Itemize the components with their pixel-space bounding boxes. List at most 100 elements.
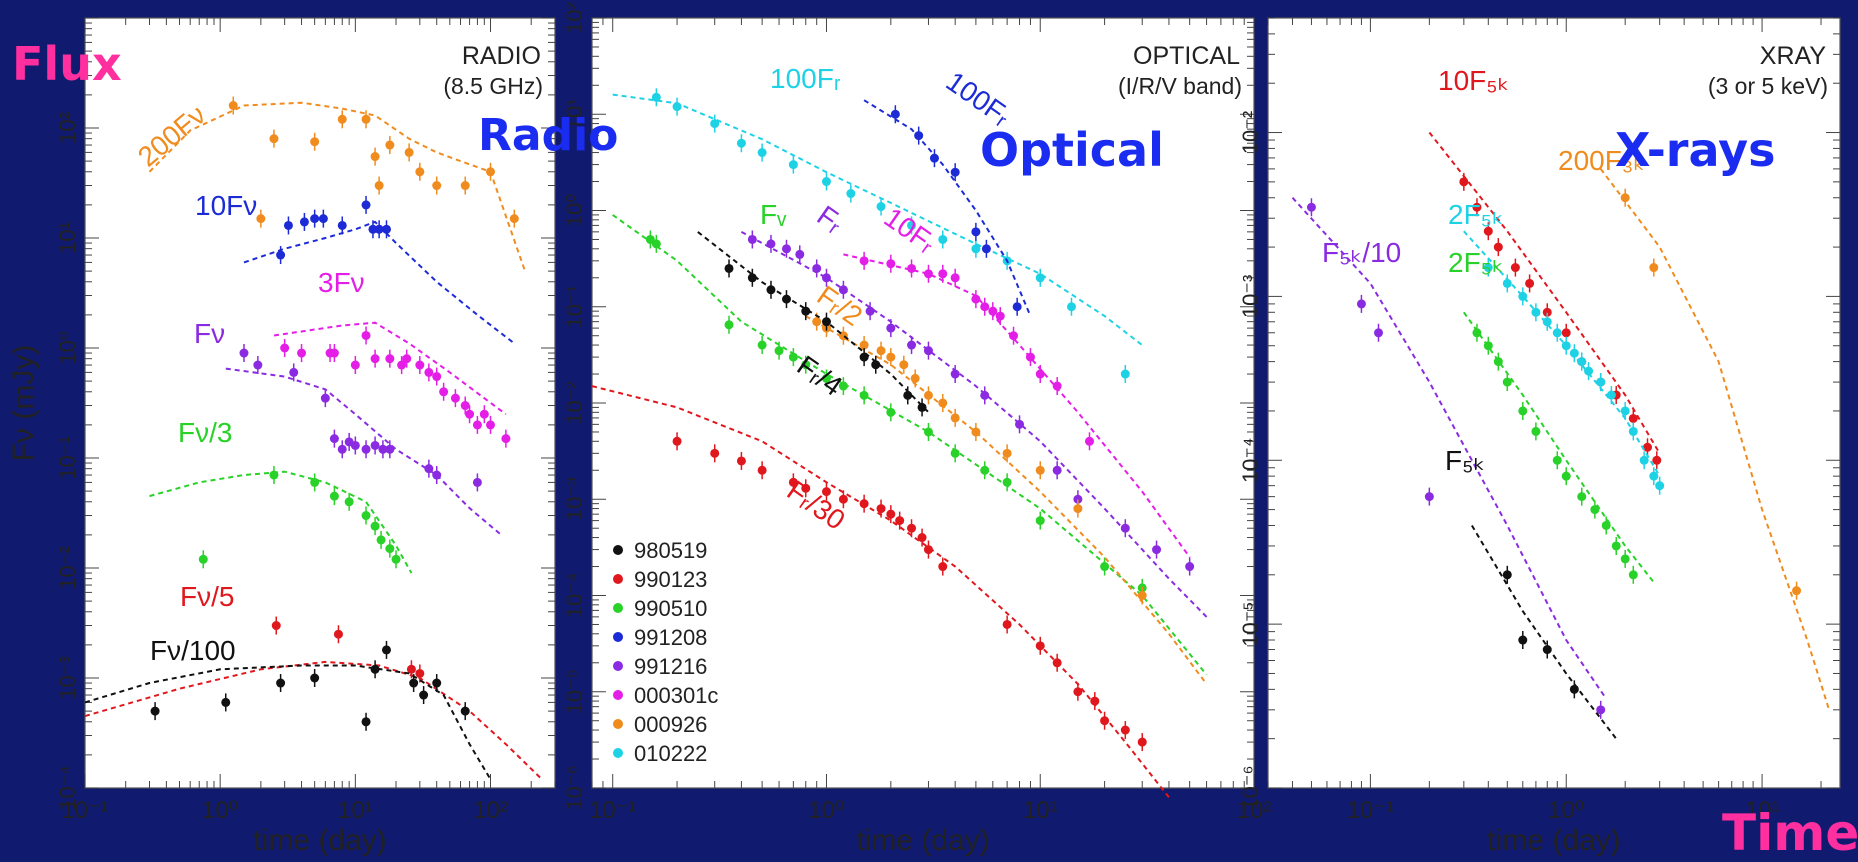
data-point [838,381,848,391]
data-point [1649,263,1659,273]
model-curve [84,660,543,781]
data-point [385,444,395,454]
data-point [950,413,960,423]
legend-entry: 990510 [634,596,707,621]
model-curve [740,231,1208,618]
data-point [310,137,320,147]
data-point [409,678,419,688]
data-point [397,360,407,370]
model-curve [273,321,507,416]
data-point [1483,263,1493,273]
legend-marker [613,603,623,613]
data-point [859,352,869,362]
data-point [1552,328,1562,338]
data-point [914,131,924,141]
data-point [432,678,442,688]
data-point [460,181,470,191]
data-point [821,487,831,497]
data-point [747,273,757,283]
xrays-overlay-label: X-rays [1615,123,1775,177]
data-point [980,390,990,400]
panel-subtitle: (8.5 GHz) [443,73,543,99]
data-point [757,148,767,158]
data-point [1792,586,1802,596]
series-label: Fν/3 [178,417,232,448]
data-point [1120,523,1130,533]
x-tick-label: 10⁻¹ [589,797,636,824]
data-point [801,483,811,493]
data-point [472,420,482,430]
data-point [838,494,848,504]
series-991208: 10Fν [195,190,515,345]
data-point [361,717,371,727]
y-tick-label: 10⁻⁵ [1238,602,1263,647]
data-point [320,393,330,403]
data-point [923,269,933,279]
data-point [310,673,320,683]
data-point [923,545,933,555]
data-point [1090,696,1100,706]
data-point [766,239,776,249]
data-point [1493,242,1503,252]
data-point [350,360,360,370]
data-point [781,294,791,304]
data-point [1620,406,1630,416]
data-point [910,373,920,383]
legend-entry: 000926 [634,712,707,737]
data-point [1552,455,1562,465]
model-curve [84,664,492,780]
legend-marker [613,632,623,642]
model-curve [612,93,1143,346]
data-point [1531,307,1541,317]
data-point [988,306,998,316]
data-point [460,401,470,411]
data-point [724,320,734,330]
data-point [1483,341,1493,351]
data-point [1510,263,1520,273]
data-point [1590,505,1600,515]
series-label: F₅ₖ/10 [1322,237,1401,268]
data-point [432,372,442,382]
data-point [370,152,380,162]
radio-panel: 10⁻¹ 10⁰ 10¹ 10² 10⁻⁴ 10⁻³ 10⁻² 10⁻¹ 10⁰ 10¹ 10² ti… [7,17,556,857]
y-tick-label: 10⁻⁴ [562,573,587,619]
x-tick-label: 10¹ [1023,797,1058,824]
data-point [788,352,798,362]
data-point [781,244,791,254]
panel-subtitle: (3 or 5 keV) [1708,73,1828,99]
panel-title: OPTICAL [1133,42,1240,70]
data-point [381,645,391,655]
data-point [736,138,746,148]
data-point [1035,369,1045,379]
data-point [1100,562,1110,572]
data-point [1459,177,1469,187]
data-point [1152,545,1162,555]
x-tick-label: 10⁻¹ [61,797,108,824]
data-point [736,456,746,466]
data-point [929,153,939,163]
data-point [917,402,927,412]
data-point [821,177,831,187]
data-point [385,354,395,364]
data-point [774,346,784,356]
data-point [1493,357,1503,367]
data-point [899,360,909,370]
y-tick-label: 10¹ [562,98,587,130]
data-point [329,348,339,358]
data-point [361,444,371,454]
data-point [1531,426,1541,436]
data-point [376,535,386,545]
data-point [1584,366,1594,376]
series-980519: F₅ₖ [1445,445,1617,740]
data-point [361,200,371,210]
data-point [980,465,990,475]
legend-marker [613,690,623,700]
data-point [460,706,470,716]
data-point [980,302,990,312]
data-point [1606,390,1616,400]
series-label: Fᵥ [760,199,787,230]
data-point [337,114,347,124]
data-point [318,214,328,224]
data-point [486,420,496,430]
series-991216: F₅ₖ/10 [1291,197,1608,719]
